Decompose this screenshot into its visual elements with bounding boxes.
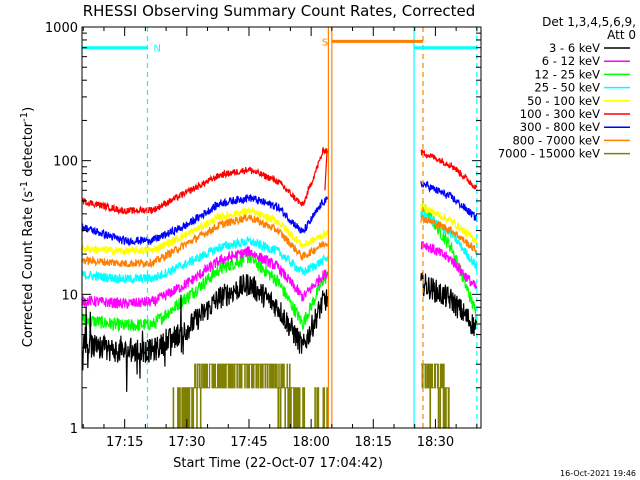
series-line (324, 151, 328, 191)
series-line (81, 146, 478, 215)
legend-label: 7000 - 15000 keV (498, 147, 600, 161)
legend-label: 3 - 6 keV (549, 41, 600, 55)
series-line (81, 240, 478, 310)
legend-label: 100 - 300 keV (520, 107, 600, 121)
y-axis-label-part1: Corrected Count Rate (s (21, 191, 36, 348)
y-axis-label-sup2: -1 (19, 112, 30, 122)
legend-header-2: Att 0 (607, 28, 636, 42)
legend-label: 12 - 25 keV (534, 67, 600, 81)
chart-title: RHESSI Observing Summary Count Rates, Co… (83, 2, 476, 20)
y-axis-label-part3: ) (21, 107, 36, 112)
series-line (81, 213, 478, 269)
series-line (81, 202, 478, 257)
y-axis-label-part2: detector (21, 121, 36, 181)
x-tick-label: 18:30 (417, 435, 454, 450)
x-tick-label: 17:45 (230, 435, 267, 450)
x-tick-label: 18:15 (355, 435, 392, 450)
y-tick-label: 1 (70, 422, 78, 437)
x-axis-label: Start Time (22-Oct-07 17:04:42) (173, 456, 383, 471)
x-tick-label: 17:30 (168, 435, 205, 450)
plot-frame (81, 26, 482, 429)
generation-timestamp: 16-Oct-2021 19:46 (560, 469, 636, 478)
legend-label: 25 - 50 keV (534, 81, 600, 95)
y-tick-label: 100 (53, 155, 78, 170)
flag-label: S (322, 37, 328, 48)
series-line (81, 180, 478, 247)
y-tick-label: 10 (61, 288, 78, 303)
series-line (81, 272, 478, 392)
legend-label: 50 - 100 keV (527, 94, 600, 108)
x-tick-label: 18:00 (292, 435, 329, 450)
legend-label: 800 - 7000 keV (512, 133, 600, 147)
flag-label: N (153, 44, 160, 55)
x-tick-label: 17:15 (106, 435, 143, 450)
legend-label: 300 - 800 keV (520, 120, 600, 134)
y-tick-label: 1000 (45, 21, 78, 36)
legend-label: 6 - 12 keV (542, 54, 600, 68)
y-axis-label: Corrected Count Rate (s-1 detector-1) (19, 107, 36, 347)
plot-area: N S 1 10 100 1000 17:15 17:30 17:45 18:00 18:15 18:… (45, 21, 482, 450)
legend-header-1: Det 1,3,4,5,6,9, (542, 15, 636, 29)
y-axis-label-sup1: -1 (19, 181, 30, 191)
